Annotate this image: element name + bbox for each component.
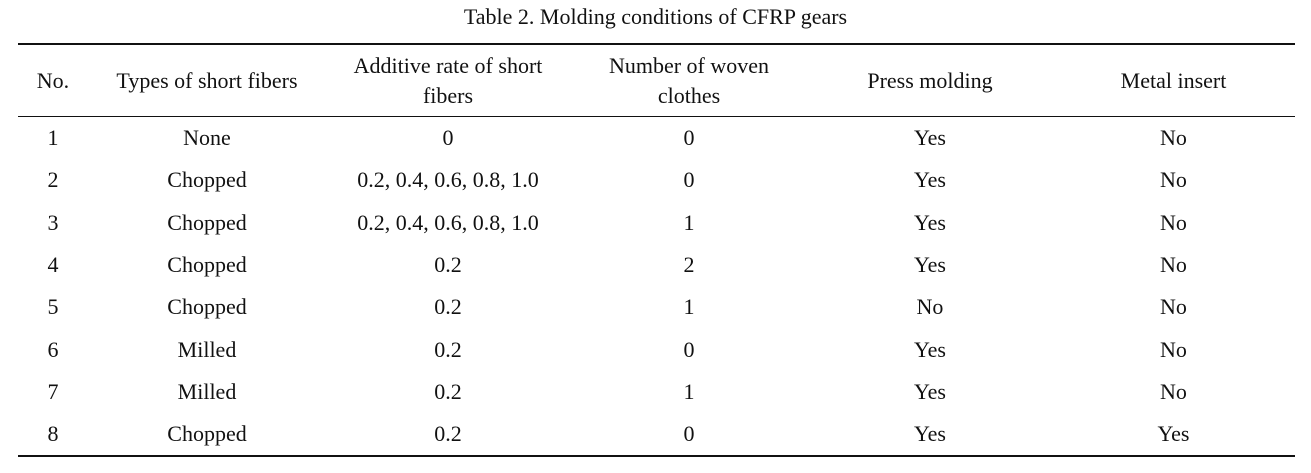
cell-woven: 1 <box>683 209 695 235</box>
table-row: 3 Chopped 0.2, 0.4, 0.6, 0.8, 1.0 1 Yes … <box>18 202 1295 244</box>
cell-woven: 2 <box>683 252 695 278</box>
table-row: 2 Chopped 0.2, 0.4, 0.6, 0.8, 1.0 0 Yes … <box>18 159 1295 201</box>
header-row: No. Types of short fibers Additive rate … <box>18 44 1295 117</box>
cell-press: Yes <box>913 167 946 193</box>
cell-no: 3 <box>47 209 59 235</box>
table-row: 1 None 0 0 Yes No <box>18 117 1295 160</box>
cell-type: Chopped <box>167 294 247 320</box>
cell-metal: No <box>1160 252 1187 278</box>
header-woven-line2: clothes <box>657 82 721 108</box>
cell-type: None <box>183 125 231 151</box>
cell-press: Yes <box>913 421 946 447</box>
cell-type: Milled <box>177 378 237 404</box>
cell-rate: 0 <box>442 125 454 151</box>
cell-rate: 0.2, 0.4, 0.6, 0.8, 1.0 <box>357 209 539 235</box>
cell-type: Milled <box>177 336 237 362</box>
cell-no: 1 <box>47 125 59 151</box>
cell-metal: No <box>1160 378 1187 404</box>
table-caption: Table 2. Molding conditions of CFRP gear… <box>463 4 848 29</box>
table-header: No. Types of short fibers Additive rate … <box>18 44 1295 117</box>
cell-metal: No <box>1160 125 1187 151</box>
cell-no: 5 <box>47 294 59 320</box>
cell-press: Yes <box>913 378 946 404</box>
table-row: 4 Chopped 0.2 2 Yes No <box>18 244 1295 286</box>
cell-press: Yes <box>913 209 946 235</box>
column-header-press-molding: Press molding <box>867 67 993 93</box>
cell-no: 8 <box>47 421 59 447</box>
cell-type: Chopped <box>167 421 247 447</box>
cell-woven: 1 <box>683 378 695 404</box>
cell-metal: No <box>1160 336 1187 362</box>
molding-conditions-table: No. Types of short fibers Additive rate … <box>18 43 1295 457</box>
cell-no: 6 <box>47 336 59 362</box>
column-header-type: Types of short fibers <box>116 67 298 93</box>
cell-rate: 0.2, 0.4, 0.6, 0.8, 1.0 <box>357 167 539 193</box>
cell-rate: 0.2 <box>434 336 462 362</box>
header-woven-line1: Number of woven <box>608 52 770 78</box>
cell-rate: 0.2 <box>434 421 462 447</box>
column-header-metal-insert: Metal insert <box>1120 67 1227 93</box>
cell-metal: No <box>1160 209 1187 235</box>
cell-type: Chopped <box>167 252 247 278</box>
cell-type: Chopped <box>167 209 247 235</box>
cell-no: 7 <box>47 378 59 404</box>
cell-woven: 1 <box>683 294 695 320</box>
column-header-no: No. <box>36 67 70 93</box>
cell-woven: 0 <box>683 336 695 362</box>
cell-rate: 0.2 <box>434 378 462 404</box>
cell-press: Yes <box>913 336 946 362</box>
cell-no: 4 <box>47 252 59 278</box>
cell-rate: 0.2 <box>434 294 462 320</box>
cell-rate: 0.2 <box>434 252 462 278</box>
column-header-woven-clothes: Number of woven clothes <box>570 44 808 117</box>
table-row: 7 Milled 0.2 1 Yes No <box>18 371 1295 413</box>
cell-metal: No <box>1160 294 1187 320</box>
cell-no: 2 <box>47 167 59 193</box>
cell-woven: 0 <box>683 167 695 193</box>
column-header-additive-rate: Additive rate of short fibers <box>326 44 570 117</box>
cell-press: Yes <box>913 125 946 151</box>
cell-press: Yes <box>913 252 946 278</box>
cell-metal: No <box>1160 167 1187 193</box>
cell-woven: 0 <box>683 421 695 447</box>
table-row: 8 Chopped 0.2 0 Yes Yes <box>18 413 1295 457</box>
table-row: 6 Milled 0.2 0 Yes No <box>18 328 1295 370</box>
table-row: 5 Chopped 0.2 1 No No <box>18 286 1295 328</box>
cell-press: No <box>916 294 944 320</box>
cell-woven: 0 <box>683 125 695 151</box>
header-rate-line2: fibers <box>422 82 474 108</box>
cell-type: Chopped <box>167 167 247 193</box>
header-rate-line1: Additive rate of short <box>353 52 543 78</box>
cell-metal: Yes <box>1157 421 1190 447</box>
table-body: 1 None 0 0 Yes No 2 Chopped 0.2, 0.4, 0.… <box>18 117 1295 457</box>
